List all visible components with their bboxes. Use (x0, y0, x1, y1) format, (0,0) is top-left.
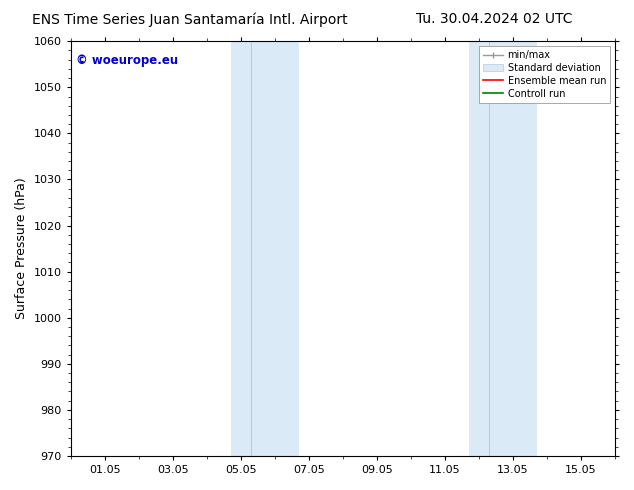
Text: ENS Time Series Juan Santamaría Intl. Airport: ENS Time Series Juan Santamaría Intl. Ai… (32, 12, 348, 27)
Bar (469, 41, 536, 456)
Y-axis label: Surface Pressure (hPa): Surface Pressure (hPa) (15, 178, 28, 319)
Legend: min/max, Standard deviation, Ensemble mean run, Controll run: min/max, Standard deviation, Ensemble me… (479, 46, 610, 102)
Bar (231, 41, 299, 456)
Text: Tu. 30.04.2024 02 UTC: Tu. 30.04.2024 02 UTC (417, 12, 573, 26)
Text: © woeurope.eu: © woeurope.eu (76, 54, 178, 67)
